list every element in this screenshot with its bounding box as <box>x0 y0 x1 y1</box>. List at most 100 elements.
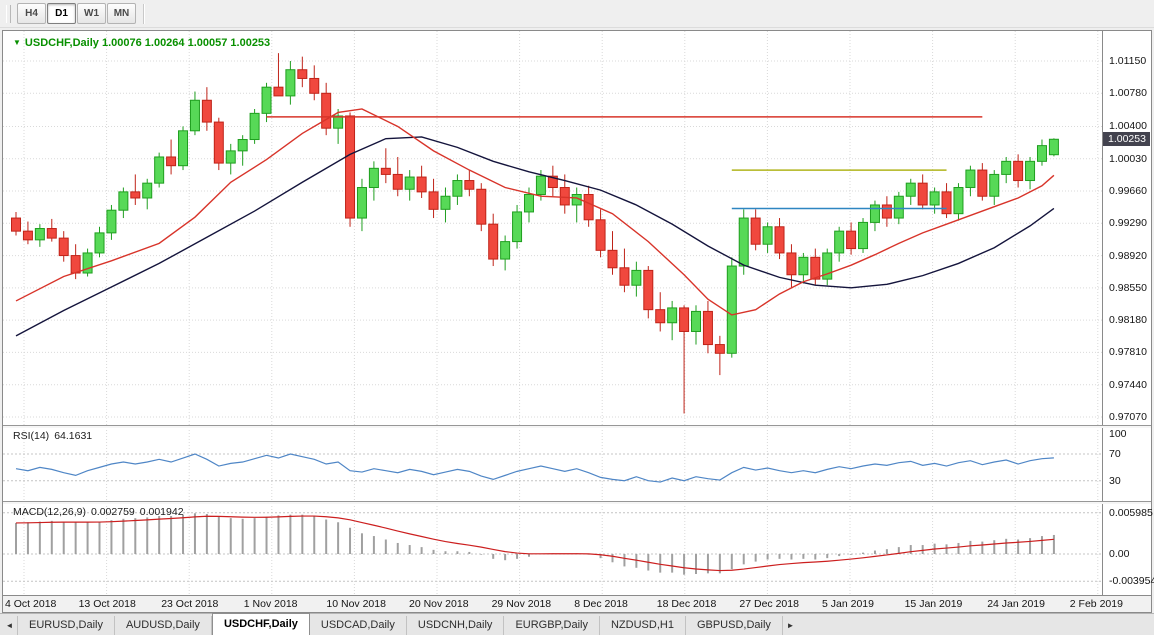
chart-tab-usdcnh[interactable]: USDCNH,Daily <box>407 616 505 635</box>
candles-layer <box>11 53 1059 414</box>
bearish-candle <box>273 86 284 97</box>
bearish-candle <box>702 310 713 346</box>
chart-tab-usdcad[interactable]: USDCAD,Daily <box>310 616 407 635</box>
bearish-candle <box>345 115 356 219</box>
bullish-candle <box>225 150 236 164</box>
bullish-candle <box>738 217 749 267</box>
date-axis-label: 4 Oct 2018 <box>5 598 57 610</box>
rsi-line <box>15 453 1054 483</box>
bullish-candle <box>356 187 367 219</box>
price-axis-label: 1.00780 <box>1109 87 1147 100</box>
price-axis-label: 0.97440 <box>1109 378 1147 391</box>
rsi-indicator-panel: RSI(14) 64.1631 <box>3 427 1102 501</box>
bearish-candle <box>309 77 320 94</box>
date-axis-label: 13 Oct 2018 <box>78 598 136 610</box>
macd-main-value: 0.002759 <box>90 506 135 518</box>
bullish-candle <box>762 226 773 245</box>
rsi-plot[interactable] <box>3 427 1102 501</box>
bullish-candle <box>82 252 93 274</box>
main-chart-plot[interactable] <box>3 31 1102 425</box>
bearish-candle <box>810 256 821 280</box>
date-axis-label: 27 Dec 2018 <box>739 598 799 610</box>
bearish-candle <box>1013 160 1024 182</box>
bearish-candle <box>643 269 654 311</box>
date-axis-label: 2 Feb 2019 <box>1069 598 1123 610</box>
chart-tab-gbpusd[interactable]: GBPUSD,Daily <box>686 616 783 635</box>
toolbar-grip-handle[interactable] <box>6 4 11 23</box>
rsi-name: RSI(14) <box>13 430 50 442</box>
bearish-candle <box>46 228 57 239</box>
macd-label: MACD(12,26,9) 0.002759 0.001942 <box>13 506 184 518</box>
panel-splitter[interactable] <box>3 425 1151 428</box>
bullish-candle <box>523 193 534 213</box>
chart-tab-eurgbp[interactable]: EURGBP,Daily <box>504 616 600 635</box>
chart-tab-audusd[interactable]: AUDUSD,Daily <box>115 616 212 635</box>
chart-symbol-label: USDCHF,Daily <box>24 37 99 49</box>
bullish-candle <box>869 204 880 223</box>
timeframe-toolbar: H4 D1 W1 MN <box>0 0 1154 28</box>
bullish-candle <box>858 221 869 250</box>
bearish-candle <box>166 156 177 167</box>
price-axis-label: 1.00030 <box>1109 152 1147 165</box>
bullish-candle <box>512 211 523 243</box>
price-axis[interactable]: 1.01150 1.00780 1.00400 1.00030 0.99660 0.992… <box>1102 31 1154 595</box>
bearish-candle <box>416 176 427 193</box>
macd-axis-label: 0.005985 <box>1109 506 1153 519</box>
timeframe-button-w1[interactable]: W1 <box>77 3 106 24</box>
bullish-candle <box>905 182 916 197</box>
bearish-candle <box>607 249 618 269</box>
panel-splitter[interactable] <box>3 501 1151 504</box>
bearish-candle <box>70 255 81 274</box>
bearish-candle <box>559 187 570 206</box>
bullish-candle <box>667 307 678 324</box>
price-axis-label: 1.01150 <box>1109 55 1147 67</box>
chart-window: ▼ USDCHF,Daily 1.00076 1.00264 1.00057 1.… <box>2 30 1154 613</box>
bearish-candle <box>428 191 439 210</box>
bullish-candle <box>261 86 272 114</box>
timeframe-button-mn[interactable]: MN <box>107 3 136 24</box>
bearish-candle <box>488 223 499 260</box>
chart-tab-usdchf[interactable]: USDCHF,Daily <box>211 613 310 635</box>
date-axis[interactable]: 4 Oct 2018 13 Oct 2018 23 Oct 2018 1 Nov 20… <box>3 595 1151 612</box>
bearish-candle <box>619 267 630 286</box>
bullish-candle <box>1048 138 1059 156</box>
bearish-candle <box>22 230 33 241</box>
bearish-candle <box>941 191 952 215</box>
bearish-candle <box>476 188 487 225</box>
bearish-candle <box>380 167 391 175</box>
tabs-scroll-right-icon[interactable]: ► <box>783 617 798 635</box>
price-axis-label: 0.97810 <box>1109 346 1147 359</box>
bullish-candle <box>106 209 117 234</box>
timeframe-button-h4[interactable]: H4 <box>17 3 46 24</box>
tabs-scroll-left-icon[interactable]: ◄ <box>2 617 17 635</box>
price-chart-panel: ▼ USDCHF,Daily 1.00076 1.00264 1.00057 1.… <box>3 31 1102 425</box>
price-axis-label: 1.00400 <box>1109 120 1147 133</box>
macd-plot[interactable] <box>3 503 1102 595</box>
bullish-candle <box>285 69 296 97</box>
bearish-candle <box>917 182 928 206</box>
bullish-candle <box>404 176 415 190</box>
toolbar-separator <box>143 3 145 24</box>
bullish-candle <box>500 241 511 260</box>
date-axis-label: 29 Nov 2018 <box>491 598 552 610</box>
bullish-candle <box>1025 160 1036 182</box>
bearish-candle <box>786 252 797 276</box>
bearish-candle <box>213 121 224 164</box>
timeframe-button-d1[interactable]: D1 <box>47 3 76 24</box>
rsi-value: 64.1631 <box>54 430 93 442</box>
bullish-candle <box>237 139 248 152</box>
bullish-candle <box>989 173 1000 197</box>
bullish-candle <box>929 191 940 206</box>
price-axis-label: 0.99290 <box>1109 217 1147 230</box>
macd-name: MACD(12,26,9) <box>13 506 86 518</box>
price-axis-label: 0.99660 <box>1109 185 1147 197</box>
bearish-candle <box>297 69 308 79</box>
bearish-candle <box>679 307 690 332</box>
bearish-candle <box>11 217 21 232</box>
bearish-candle <box>321 92 332 129</box>
chart-ohlc-values: 1.00076 1.00264 1.00057 1.00253 <box>101 37 271 49</box>
bearish-candle <box>846 230 857 250</box>
chart-tab-eurusd[interactable]: EURUSD,Daily <box>17 616 115 635</box>
chart-tab-nzdusd[interactable]: NZDUSD,H1 <box>600 616 686 635</box>
date-axis-label: 24 Jan 2019 <box>987 598 1045 610</box>
